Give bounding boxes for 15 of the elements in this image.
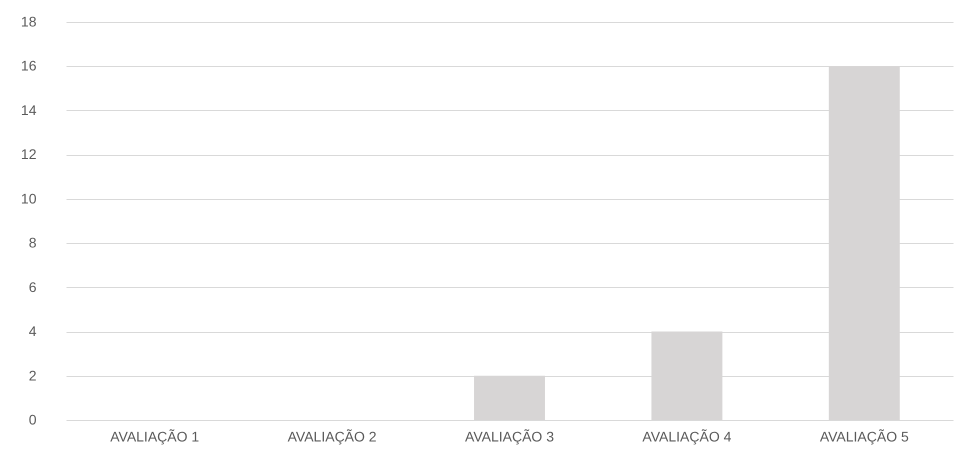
y-tick-label: 16 [20,58,37,74]
x-tick-label: AVALIAÇÃO 2 [288,428,377,444]
y-tick-label: 6 [28,278,37,295]
x-tick-label: AVALIAÇÃO 1 [110,428,200,444]
x-tick-label: AVALIAÇÃO 4 [642,428,732,444]
y-tick-label: 10 [20,190,37,206]
y-tick-label: 8 [28,234,37,251]
y-tick-label: 4 [28,323,37,340]
y-tick-label: 18 [20,14,37,30]
x-tick-label: AVALIAÇÃO 5 [820,428,909,444]
x-tick-label: AVALIAÇÃO 3 [465,428,554,444]
y-tick-label: 2 [28,367,37,384]
y-tick-label: 12 [20,146,37,162]
y-tick-label: 0 [28,412,37,428]
y-tick-label: 14 [20,102,37,118]
